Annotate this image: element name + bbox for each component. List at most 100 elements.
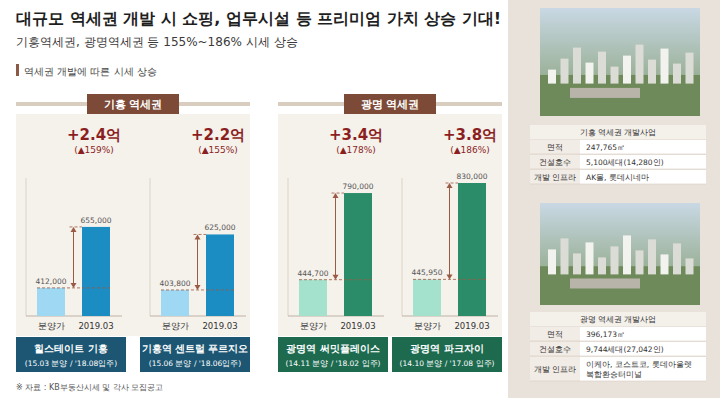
table-value: 5,100세대(14,280인) — [586, 158, 664, 167]
mini-chart: 444,700790,000+3.4억(▲178%)분양가2019.03광명역 … — [278, 126, 388, 372]
arrow-head — [447, 183, 453, 188]
side-panel: 광명 역세권 개발사업면적396,173㎡건설호수9,744세대(27,042인… — [530, 203, 706, 381]
site-structure — [570, 88, 640, 98]
arrow-head — [447, 274, 453, 279]
guide-line — [194, 234, 207, 235]
table-label: 개발 인프라 — [534, 173, 576, 182]
table-label: 면적 — [547, 143, 563, 152]
site-building — [661, 254, 669, 274]
group-header: 기흥 역세권 — [104, 98, 163, 111]
table-label-cell — [530, 170, 580, 184]
site-building — [611, 246, 619, 274]
data-label: 403,800 — [159, 279, 190, 288]
site-building — [623, 56, 631, 84]
table-value-cell — [580, 140, 706, 154]
change-arrow — [335, 194, 336, 279]
site-building — [686, 53, 694, 84]
chart-label-box — [16, 337, 126, 372]
chart-subtitle: (15.03 분양 / '18.08입주) — [25, 359, 118, 368]
table-value-cell — [580, 155, 706, 169]
table-label-cell — [530, 327, 580, 341]
table-label: 건설호수 — [539, 158, 571, 167]
site-building — [586, 63, 594, 84]
infographic: 대규모 역세권 개발 시 쇼핑, 업무시설 등 프리미엄 가치 상승 기대! 기흥… — [0, 0, 720, 398]
bar — [206, 234, 234, 316]
value-axis-line — [288, 178, 289, 316]
category-label: 2019.03 — [202, 321, 237, 331]
table-value-cell — [580, 357, 706, 381]
table-value-cell — [580, 327, 706, 341]
site-building — [686, 258, 694, 274]
table-label: 건설호수 — [539, 345, 571, 354]
chart-subtitle: (14.11 분양 / '18.02 입주) — [286, 359, 381, 368]
table-value: 396,173㎡ — [586, 330, 625, 339]
bar — [82, 227, 110, 316]
subtitle: 기흥역세권, 광명역세권 등 155%~186% 시세 상승 — [16, 35, 298, 49]
source: ※ 자료 : KB부동산시세 및 각사 모집공고 — [16, 383, 163, 392]
table-label-cell — [530, 155, 580, 169]
side-panel: 기흥 역세권 개발사업면적247,765㎡건설호수5,100세대(14,280인… — [530, 8, 706, 184]
data-label: 655,000 — [80, 216, 111, 225]
marks — [37, 227, 110, 316]
site-building — [661, 49, 669, 84]
arrow-head — [333, 275, 339, 280]
marks — [413, 183, 486, 316]
chart-title: 힐스테이트 기흥 — [34, 343, 107, 354]
value-axis-line — [402, 178, 403, 316]
guide-line — [446, 183, 459, 184]
category-label: 분양가 — [38, 321, 65, 331]
table-rule — [530, 381, 706, 382]
change-arrow — [197, 235, 198, 289]
chart-subtitle: (15.06 분양 / '18.06입주) — [149, 359, 242, 368]
data-label: 444,700 — [297, 269, 328, 278]
data-label: 445,950 — [411, 268, 442, 277]
change-arrow — [449, 184, 450, 278]
category-label: 2019.03 — [78, 321, 113, 331]
arrow-head — [195, 285, 201, 290]
site-building — [561, 238, 569, 274]
chart-label-box — [392, 337, 502, 372]
table-rule — [530, 154, 706, 155]
chart-title: 광명역 파크자이 — [410, 343, 483, 354]
chart-title: 기흥역 센트럴 푸르지오 — [142, 343, 249, 354]
title: 대규모 역세권 개발 시 쇼핑, 업무시설 등 프리미엄 가치 상승 기대! — [16, 9, 501, 28]
arrow-head — [195, 234, 201, 239]
category-label: 분양가 — [414, 321, 441, 331]
category-label: 분양가 — [300, 321, 327, 331]
data-label: 412,000 — [35, 277, 66, 286]
site-building — [623, 235, 631, 274]
chart-title: 광명역 써밋플레이스 — [286, 343, 379, 354]
bar — [413, 279, 441, 316]
table-value-cell — [580, 342, 706, 356]
site-building — [573, 48, 581, 84]
data-label: 830,000 — [456, 172, 487, 181]
section-marker — [16, 64, 19, 76]
table-value: AK몰, 롯데시네마 — [586, 173, 649, 182]
side-background — [508, 0, 720, 398]
category-label: 2019.03 — [454, 321, 489, 331]
arrow-head — [71, 227, 77, 232]
site-structure — [570, 278, 640, 288]
site-building — [636, 250, 644, 274]
table-value: 9,744세대(27,042인) — [586, 345, 664, 354]
group-background — [278, 114, 502, 336]
annotation: (▲155%) — [198, 145, 238, 155]
site-building — [573, 253, 581, 274]
annotation: (▲159%) — [74, 145, 114, 155]
mini-chart: 412,000655,000+2.4억(▲159%)분양가2019.03힐스테이… — [16, 126, 126, 372]
annotation: (▲186%) — [450, 145, 490, 155]
table-value: 247,765㎡ — [586, 143, 625, 152]
annotation: +3.8억 — [443, 126, 497, 144]
group-header-tab — [87, 94, 179, 114]
category-label: 2019.03 — [340, 321, 375, 331]
table-label-cell — [530, 140, 580, 154]
table-title-bg — [530, 312, 706, 326]
table-rule — [530, 184, 706, 185]
table-label-cell — [530, 357, 580, 381]
table-value: 이케아, 코스트코, 롯데아울렛 — [586, 360, 692, 369]
table-title-bg — [530, 125, 706, 139]
guide-line — [70, 226, 83, 227]
group-header: 광명 역세권 — [361, 98, 420, 111]
group-header-tab — [344, 94, 436, 114]
site-building — [648, 239, 656, 274]
